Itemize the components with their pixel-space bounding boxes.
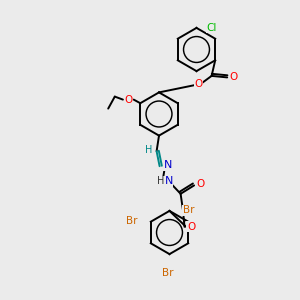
Text: H: H <box>146 145 153 155</box>
Text: O: O <box>187 222 195 232</box>
Text: N: N <box>164 176 173 186</box>
Text: Br: Br <box>162 268 174 278</box>
Text: O: O <box>124 94 132 105</box>
Text: O: O <box>195 79 203 89</box>
Text: H: H <box>158 176 165 186</box>
Text: Br: Br <box>126 216 138 226</box>
Text: N: N <box>164 160 172 170</box>
Text: O: O <box>230 72 238 82</box>
Text: Br: Br <box>183 205 194 215</box>
Text: Cl: Cl <box>206 23 217 33</box>
Text: O: O <box>196 179 205 190</box>
